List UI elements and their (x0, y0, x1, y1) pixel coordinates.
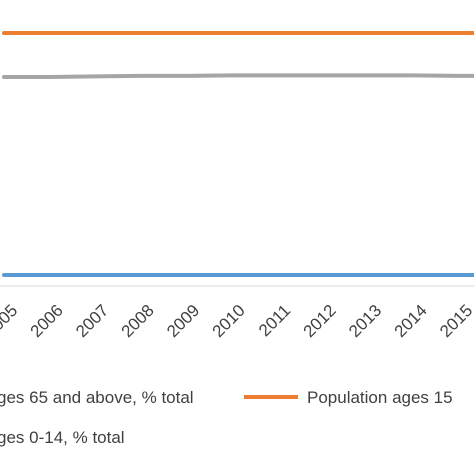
x-tick-label: 2006 (27, 301, 67, 341)
x-tick-label: 2012 (300, 301, 340, 341)
x-tick-label: 2010 (209, 301, 249, 341)
x-tick-label: 2008 (118, 301, 158, 341)
legend-label-ages-65-above: ges 65 and above, % total (0, 388, 194, 407)
x-tick-label: 2009 (163, 301, 203, 341)
legend-label-ages-15-64: Population ages 15 (307, 388, 453, 407)
x-tick-label: 2005 (0, 301, 21, 341)
x-tick-label: 2013 (345, 301, 385, 341)
x-tick-label: 2007 (72, 301, 112, 341)
series-line-ages-65-above (2, 73, 474, 79)
legend: ges 65 and above, % total Population age… (0, 388, 453, 447)
x-tick-labels: 2005 2006 2007 2008 2009 2010 2011 2012 2013 2014… (0, 301, 474, 341)
legend-label-ages-0-14: ges 0-14, % total (0, 428, 125, 447)
x-tick-label: 2014 (391, 301, 431, 341)
series-layer (2, 31, 474, 277)
x-tick-label: 2015 (436, 301, 474, 341)
x-tick-label: 2011 (255, 301, 294, 340)
